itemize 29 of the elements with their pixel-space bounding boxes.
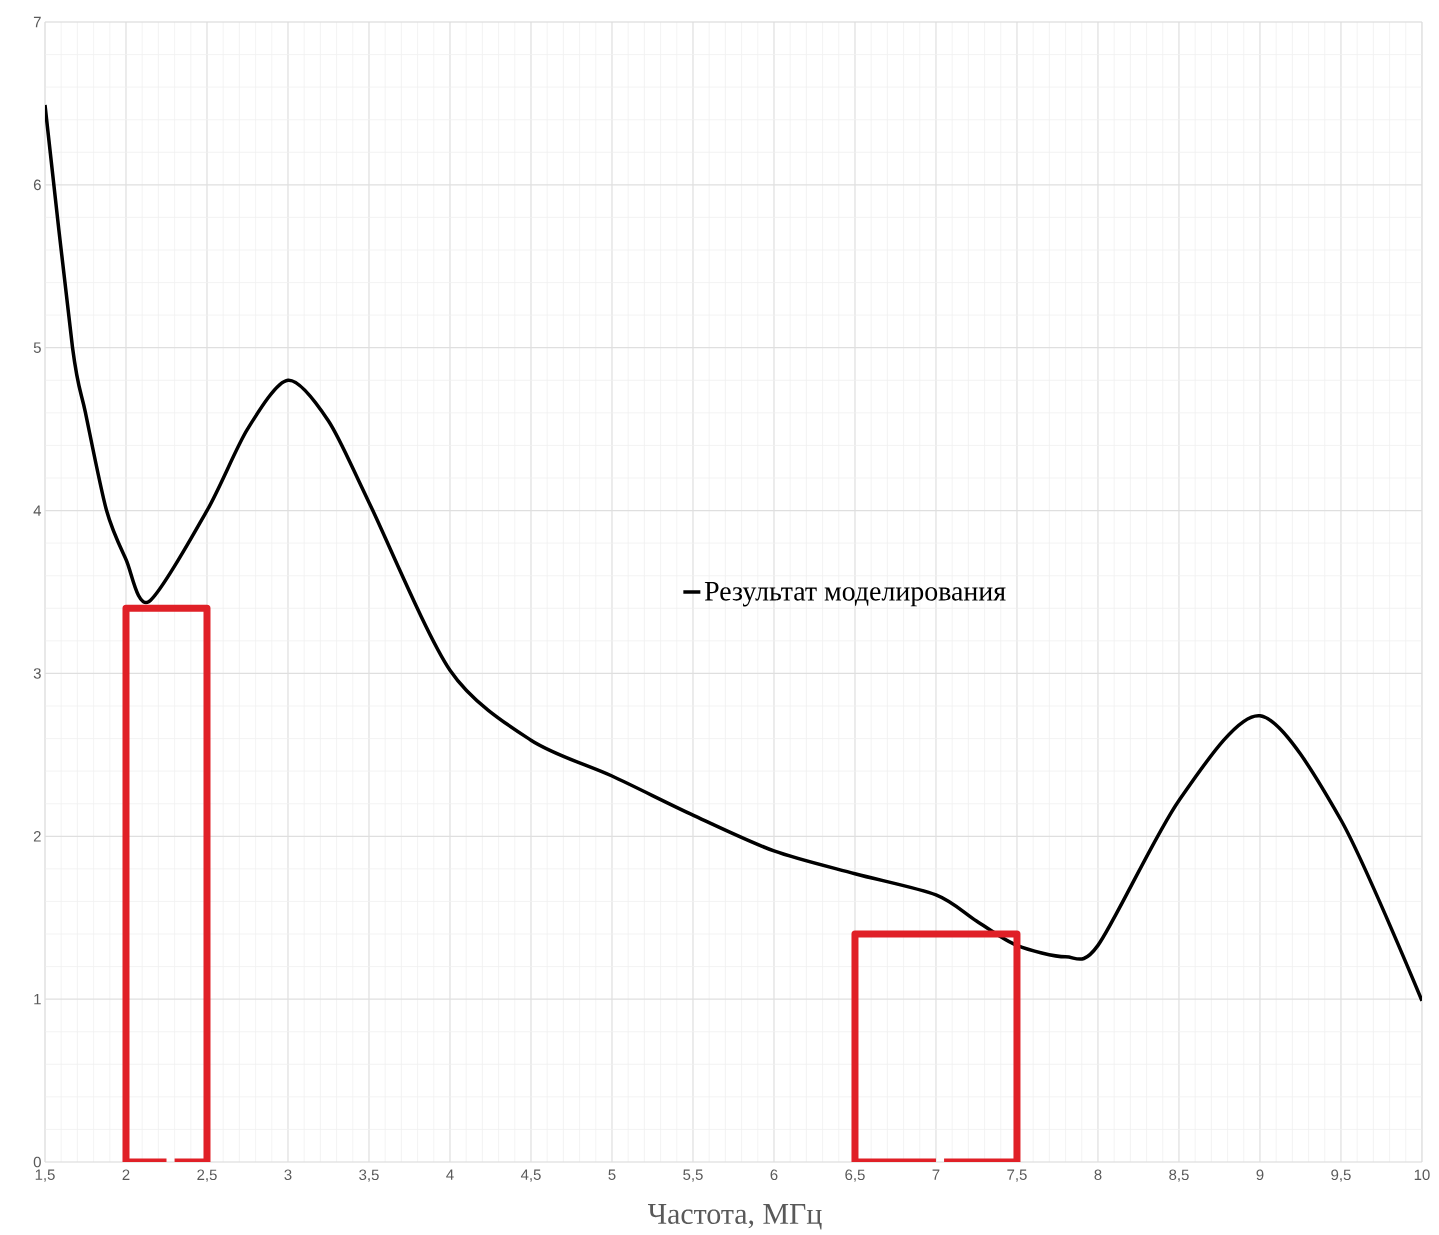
x-tick-label: 1,5 xyxy=(35,1169,55,1182)
x-tick-label: 9,5 xyxy=(1331,1169,1351,1182)
x-tick-label: 8 xyxy=(1094,1169,1102,1181)
x-tick-label: 3 xyxy=(284,1169,292,1181)
legend-label: Результат моделирования xyxy=(704,582,1006,607)
x-tick-label: 2,5 xyxy=(197,1169,217,1182)
x-tick-label: 3,5 xyxy=(359,1169,379,1182)
y-tick-label: 7 xyxy=(33,16,41,28)
x-tick-label: 7 xyxy=(932,1169,940,1180)
x-axis-title: Частота, МГц xyxy=(647,1204,822,1230)
y-tick-label: 4 xyxy=(33,505,42,516)
x-tick-label: 6 xyxy=(770,1169,778,1181)
x-tick-label: 4 xyxy=(446,1169,454,1180)
x-tick-label: 5,5 xyxy=(683,1169,703,1182)
line-series xyxy=(45,103,1422,1003)
y-tick-label: 2 xyxy=(33,831,41,842)
y-tick-label: 5 xyxy=(33,342,41,353)
y-tick-label: 1 xyxy=(34,994,41,1005)
x-tick-label: 10 xyxy=(1414,1169,1430,1181)
y-tick-label: 6 xyxy=(33,179,41,191)
x-tick-label: 7,5 xyxy=(1007,1169,1027,1182)
x-tick-label: 5 xyxy=(608,1169,616,1180)
y-tick-label: 0 xyxy=(33,1156,41,1168)
x-tick-label: 6,5 xyxy=(845,1169,865,1182)
y-tick-label: 3 xyxy=(33,668,41,679)
x-tick-label: 9 xyxy=(1256,1169,1264,1181)
x-tick-label: 2 xyxy=(122,1169,130,1180)
x-tick-label: 4,5 xyxy=(520,1169,541,1182)
x-tick-label: 8,5 xyxy=(1169,1169,1189,1182)
